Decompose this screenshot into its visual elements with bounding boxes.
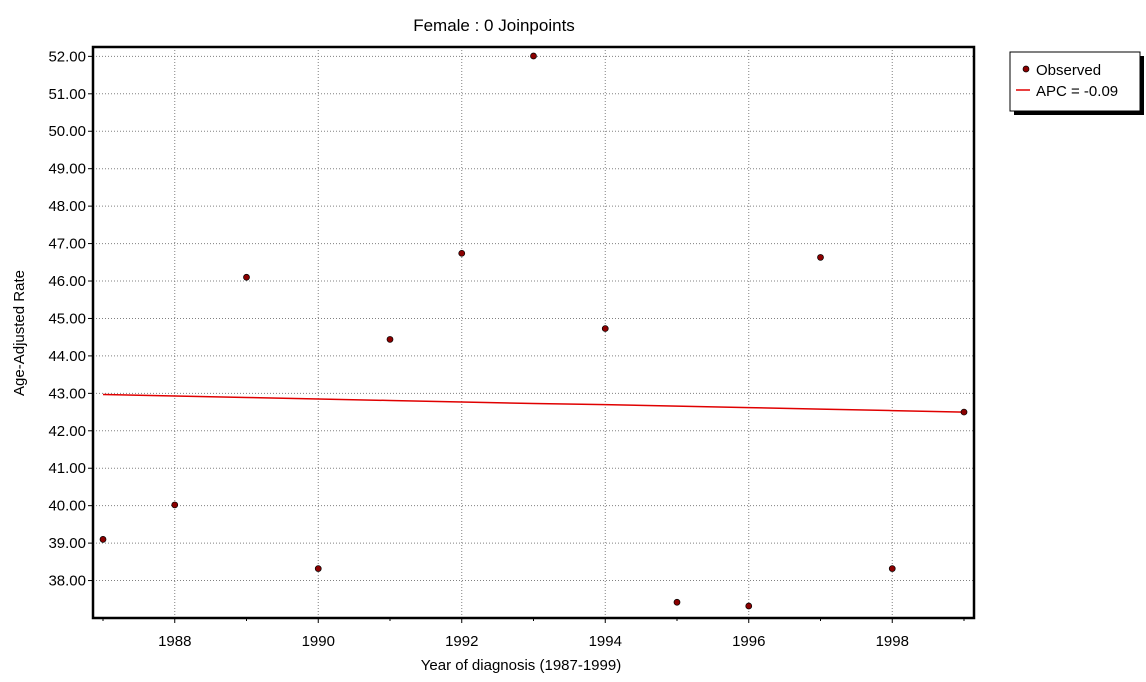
y-tick-label: 43.00	[48, 385, 86, 402]
legend-observed-marker	[1022, 65, 1030, 73]
y-tick-label: 41.00	[48, 460, 86, 477]
grid-layer	[93, 47, 974, 618]
observed-point	[888, 565, 896, 572]
chart-title: Female : 0 Joinpoints	[413, 16, 575, 35]
legend-observed-label: Observed	[1036, 62, 1101, 79]
y-tick-label: 40.00	[48, 498, 86, 515]
x-tick-label: 1990	[302, 633, 335, 650]
observed-point	[960, 408, 968, 416]
tick-layer: 38.00 39.00 40.00 41.00 42.00 43.00 44.00 45.00…	[48, 48, 965, 650]
legend-apc-label: APC = -0.09	[1036, 83, 1118, 100]
x-axis-title: Year of diagnosis (1987-1999)	[421, 657, 621, 674]
y-tick-label: 45.00	[48, 310, 86, 327]
x-tick-label: 1996	[732, 633, 765, 650]
y-tick-label: 52.00	[48, 48, 86, 65]
y-tick-label: 42.00	[48, 423, 86, 440]
y-tick-label: 51.00	[48, 86, 86, 103]
observed-point	[530, 52, 537, 60]
x-tick-label: 1994	[589, 633, 622, 650]
observed-point	[458, 249, 466, 257]
y-tick-label: 49.00	[48, 161, 86, 178]
legend-box	[1009, 51, 1141, 112]
plot-area	[93, 47, 974, 618]
observed-point	[314, 565, 322, 572]
x-tick-label: 1992	[445, 633, 478, 650]
observed-point	[601, 325, 609, 332]
observed-point	[386, 336, 394, 343]
observed-point	[171, 501, 179, 509]
point-layer	[99, 52, 968, 610]
y-tick-label: 47.00	[48, 236, 86, 253]
y-tick-label: 46.00	[48, 273, 86, 290]
line-layer	[102, 393, 965, 413]
observed-point	[673, 598, 681, 606]
y-tick-label: 38.00	[48, 573, 86, 590]
y-tick-label: 50.00	[48, 123, 86, 140]
x-tick-label: 1998	[876, 633, 909, 650]
y-tick-label: 48.00	[48, 198, 86, 215]
x-tick-label: 1988	[158, 633, 191, 650]
observed-point	[817, 254, 824, 261]
apc-trend-line	[102, 393, 965, 413]
observed-point	[745, 602, 753, 610]
y-tick-label: 39.00	[48, 535, 86, 552]
legend: Observed APC = -0.09	[1009, 51, 1144, 115]
y-tick-label: 44.00	[48, 348, 86, 365]
observed-point	[99, 536, 107, 543]
observed-point	[243, 273, 250, 281]
y-axis-title: Age-Adjusted Rate	[11, 270, 28, 396]
